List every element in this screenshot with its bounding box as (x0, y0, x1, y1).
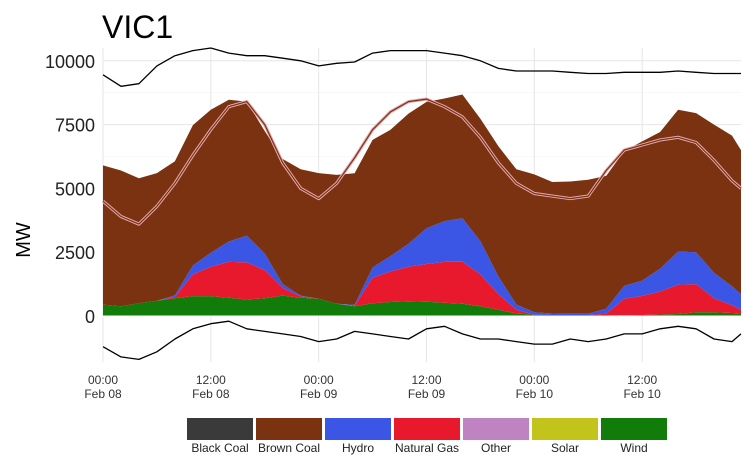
area-natural-gas (103, 261, 741, 316)
legend-label: Hydro (342, 441, 374, 455)
area-wind (103, 295, 741, 316)
upper-black-line (102, 47, 741, 87)
y-axis-label: MW (13, 222, 35, 258)
pink-line-inner (102, 98, 742, 225)
legend-swatch (463, 418, 529, 440)
x-tick-label: 12:00 (411, 373, 441, 387)
legend-label: Solar (551, 441, 579, 455)
legend-label: Black Coal (191, 441, 248, 455)
lower-black-line (102, 320, 742, 361)
x-tick-label: 00:00 (304, 373, 334, 387)
x-tick-label: 12:00 (627, 373, 657, 387)
legend-swatch (325, 418, 391, 440)
area-hydro (103, 218, 741, 315)
x-tick-label: 12:00 (196, 373, 226, 387)
x-tick-label: 00:00 (88, 373, 118, 387)
x-tick-label: Feb 10 (623, 387, 661, 401)
x-tick-label: Feb 08 (84, 387, 122, 401)
legend-swatch (532, 418, 598, 440)
legend-label: Wind (620, 441, 647, 455)
y-tick-label: 2500 (55, 243, 95, 263)
x-tick-label: Feb 09 (408, 387, 446, 401)
x-tick-label: Feb 10 (516, 387, 554, 401)
y-tick-label: 7500 (55, 116, 95, 136)
legend: Black Coal Brown Coal Hydro Natural Gas Othe… (187, 418, 667, 455)
legend-swatch (394, 418, 460, 440)
x-tick-label: Feb 08 (192, 387, 230, 401)
legend-label: Other (481, 441, 511, 455)
legend-swatch (256, 418, 322, 440)
legend-swatch (187, 418, 253, 440)
chart-title: VIC1 (102, 9, 173, 45)
legend-swatch (601, 418, 667, 440)
y-tick-label: 0 (85, 307, 95, 327)
area-layer (103, 94, 741, 317)
y-tick-layer: 0 2500 5000 7500 10000 (45, 52, 95, 327)
x-tick-label: Feb 09 (300, 387, 338, 401)
legend-label: Brown Coal (258, 441, 320, 455)
x-tick-label: 00:00 (519, 373, 549, 387)
y-tick-label: 10000 (45, 52, 95, 72)
legend-label: Natural Gas (395, 441, 459, 455)
area-brown-coal (103, 94, 741, 314)
line-layer (101, 47, 743, 361)
y-tick-label: 5000 (55, 179, 95, 199)
